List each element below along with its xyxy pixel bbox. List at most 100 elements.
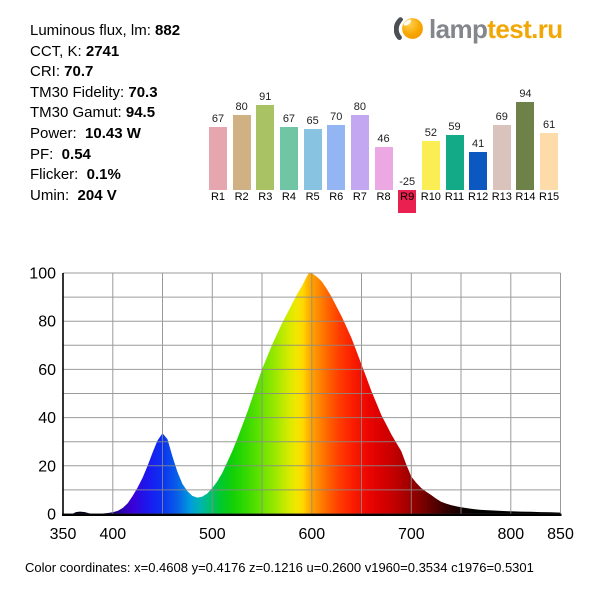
stat-line: Umin: 204 V: [30, 186, 180, 207]
site-logo[interactable]: lamptest.ru: [393, 10, 563, 48]
stat-value: 0.1%: [82, 166, 121, 184]
cri-bar-value: 46: [377, 132, 390, 145]
cri-bar-r2: [232, 115, 251, 190]
cri-bar-r12: [469, 151, 488, 190]
cri-bar-r11: [445, 134, 464, 190]
cri-bar-r7: [350, 115, 369, 190]
svg-text:600: 600: [298, 526, 325, 543]
svg-text:400: 400: [99, 526, 126, 543]
svg-text:850: 850: [547, 526, 574, 543]
color-coordinates: Color coordinates: x=0.4608 y=0.4176 z=0…: [25, 560, 534, 575]
svg-text:700: 700: [398, 526, 425, 543]
cri-bar-value: 41: [472, 137, 485, 150]
svg-text:800: 800: [497, 526, 524, 543]
stat-value: 2741: [81, 42, 120, 60]
svg-text:350: 350: [50, 526, 77, 543]
cri-bar-category: R1: [210, 191, 226, 203]
cri-bar-r9: [398, 190, 417, 214]
cri-bar-value: -25: [399, 176, 416, 188]
y-tick-labels: 0 20 40 60 80 100: [29, 266, 56, 524]
cri-bar-category: R13: [491, 191, 512, 203]
svg-text:60: 60: [38, 362, 56, 379]
cri-bar-r5: [303, 129, 322, 190]
stat-value: 204 V: [73, 186, 117, 204]
cri-bar-value: 91: [259, 90, 272, 103]
stat-label: Flicker:: [30, 166, 83, 184]
stat-label: TM30 Gamut:: [30, 104, 122, 122]
cri-bar-category: R8: [376, 191, 391, 203]
spectrum-chart: 350 400 500 600 700 800 850 0 20 40 60 80 100: [29, 266, 574, 544]
lamp-bulb-icon: [393, 15, 426, 42]
cri-bar-r8: [374, 146, 393, 190]
cri-bar-category: R11: [444, 191, 465, 203]
logo-text-orange: test.ru: [487, 14, 563, 44]
svg-text:80: 80: [38, 314, 56, 331]
cri-bar-category: R15: [539, 191, 560, 203]
stat-line: CRI: 70.7: [30, 62, 180, 83]
bulb-base-arc: [393, 17, 403, 40]
stat-line: Luminous flux, lm: 882: [30, 21, 180, 42]
stat-line: Flicker: 0.1%: [30, 165, 180, 186]
cri-bar-value: 67: [282, 113, 296, 126]
svg-text:0: 0: [47, 507, 56, 524]
svg-text:20: 20: [38, 458, 56, 475]
bulb-circle: [399, 15, 426, 42]
cri-bar-value: 94: [519, 88, 532, 101]
color-coordinates-label: Color coordinates:: [25, 560, 135, 575]
stat-value: 10.43 W: [80, 124, 141, 142]
stats-panel: Luminous flux, lm: 882 CCT, K: 2741 CRI: 7…: [30, 21, 180, 206]
stat-value: 882: [150, 22, 181, 39]
cri-bar-r6: [327, 124, 346, 190]
cri-bar-value: 69: [495, 111, 508, 124]
cri-bar-category: R4: [281, 191, 296, 203]
cri-bar-category: R5: [305, 191, 320, 203]
cri-bar-chart: 67 R1 80 R2 91 R3 67 R4 65 R5 70 R6 80 R7 46 R8 -25 R9 52 R…: [209, 85, 564, 217]
cri-bar-value: 65: [306, 115, 319, 128]
grid-lines: [62, 272, 561, 515]
stat-line: PF: 0.54: [30, 145, 180, 166]
stat-line: TM30 Fidelity: 70.3: [30, 83, 180, 104]
cri-bar-value: 61: [542, 118, 556, 131]
logo-text-gray: lamp: [429, 14, 488, 44]
cri-bar-category: R3: [258, 191, 273, 203]
axes: [62, 273, 562, 516]
stat-value: 94.5: [121, 104, 156, 122]
stat-label: TM30 Fidelity:: [30, 83, 125, 101]
cri-bar-category: R7: [352, 191, 367, 203]
cri-bar-category: R9: [400, 191, 415, 203]
bulb-highlight: [403, 19, 412, 26]
x-tick-labels: 350 400 500 600 700 800 850: [50, 526, 574, 543]
stat-label: CCT, K:: [30, 42, 82, 60]
stat-value: 0.54: [57, 145, 91, 163]
cri-bar-category: R12: [468, 191, 489, 203]
stat-line: Power: 10.43 W: [30, 124, 180, 145]
cri-bar-r13: [492, 125, 511, 190]
cri-bar-value: 59: [448, 120, 461, 133]
stat-label: Umin:: [30, 186, 74, 204]
stat-value: 70.3: [124, 83, 158, 101]
cri-bar-value: 67: [211, 113, 225, 126]
cri-bar-category: R6: [329, 191, 344, 203]
cri-bar-value: 80: [353, 101, 367, 114]
cri-bar-r3: [256, 104, 275, 190]
stat-label: CRI:: [30, 63, 60, 81]
cri-bar-r14: [516, 102, 535, 190]
cri-bar-category: R14: [515, 191, 536, 203]
stat-line: TM30 Gamut: 94.5: [30, 103, 180, 124]
stat-label: Power:: [30, 124, 81, 142]
logo-text: lamptest.ru: [429, 11, 563, 47]
cri-bar-r4: [279, 127, 298, 190]
cri-bar-value: 70: [330, 110, 343, 123]
cri-bar-category: R2: [234, 191, 249, 203]
stat-label: Luminous flux, lm:: [30, 22, 151, 39]
stat-value: 70.7: [60, 63, 94, 81]
svg-text:100: 100: [29, 266, 56, 283]
cri-bar-value: 80: [235, 101, 248, 114]
stat-label: PF:: [30, 145, 58, 163]
svg-text:500: 500: [199, 526, 226, 543]
cri-bar-r15: [540, 132, 559, 190]
svg-text:40: 40: [38, 410, 56, 427]
stat-line: CCT, K: 2741: [30, 42, 180, 63]
cri-bar-category: R10: [420, 191, 441, 203]
